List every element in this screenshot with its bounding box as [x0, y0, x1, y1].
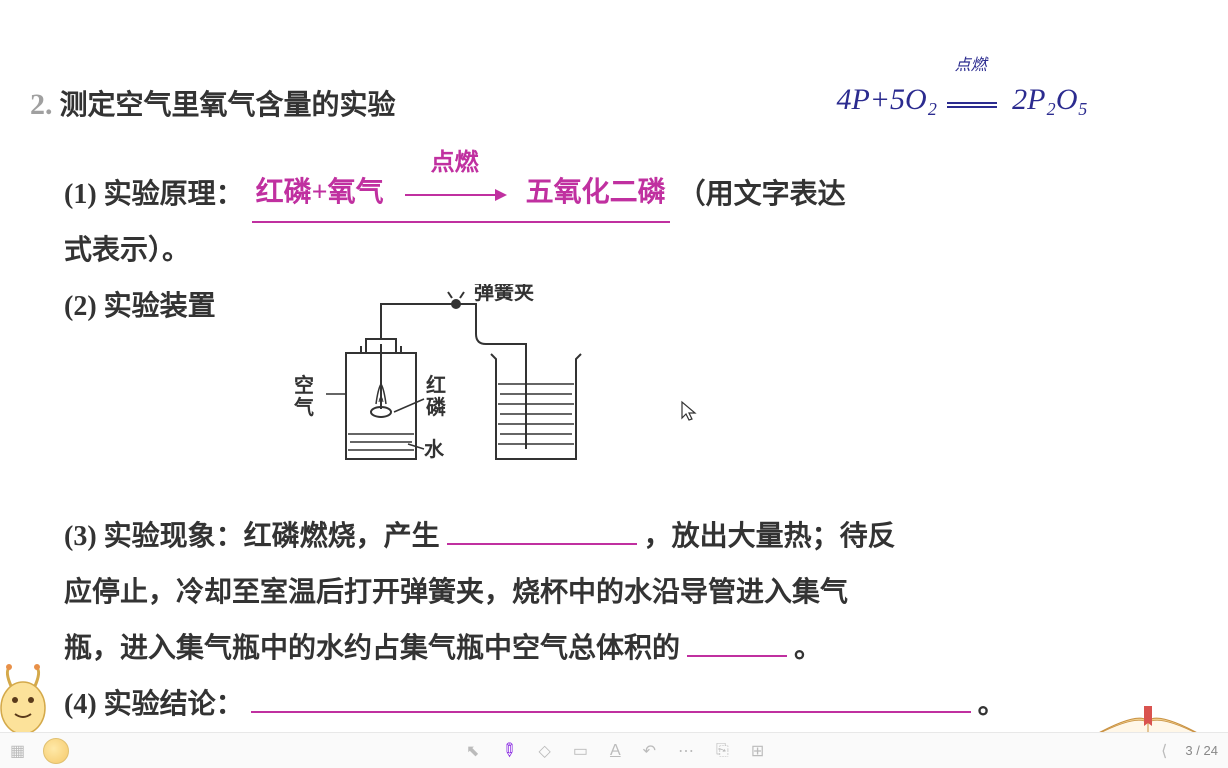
s1-product: 五氧化二磷 [522, 177, 670, 208]
section-2-label: (2) 实验装置 [64, 279, 216, 335]
more-tool[interactable]: ⋯ [678, 741, 694, 761]
hw-equals [947, 102, 997, 108]
document-content: 2. 测定空气里氧气含量的实验 4P+5O₂ 点燃 2P₂O₅ (1) 实验原理… [0, 0, 1228, 733]
label-water: 水 [424, 438, 445, 461]
thumbnail-icon[interactable]: ▦ [10, 741, 25, 761]
s4-suffix: 。 [978, 689, 1006, 720]
s1-condition: 点燃 [395, 139, 515, 187]
experiment-diagram: 弹簧夹 [276, 284, 596, 504]
avatar-icon[interactable] [43, 738, 69, 764]
s1-suffix2: 式表示）。 [64, 223, 1178, 279]
s3-blank2 [687, 655, 787, 657]
hw-condition: 点燃 [955, 50, 987, 82]
body-text: (1) 实验原理： 红磷+氧气 点燃 五氧化二磷 （用文字表达 式表示）。 (2… [64, 165, 1178, 733]
pointer-tool[interactable]: ⬉ [466, 741, 479, 761]
label-air-1: 空 [294, 373, 314, 397]
section-3: (3) 实验现象：红磷燃烧，产生 ，放出大量热；待反 [64, 509, 1178, 565]
s3-line3b: 。 [794, 633, 822, 664]
s4-blank [251, 711, 971, 713]
page-counter: 3 / 24 [1185, 743, 1218, 758]
title-text: 测定空气里氧气含量的实验 [60, 90, 396, 121]
page-total: 24 [1204, 743, 1218, 758]
s3-blank1 [447, 543, 637, 545]
attach-icon[interactable]: ⎘ [716, 742, 729, 760]
prev-page[interactable]: ⟨ [1161, 741, 1167, 761]
label-air-2: 气 [293, 395, 314, 419]
s1-label: (1) 实验原理： [64, 167, 244, 223]
text-tool[interactable]: A [610, 742, 621, 760]
mascot-character [0, 658, 55, 738]
page-sep: / [1196, 743, 1200, 758]
label-p-2: 磷 [426, 395, 446, 419]
label-clip: 弹簧夹 [474, 284, 534, 304]
label-p-1: 红 [426, 373, 446, 397]
handwritten-equation: 4P+5O₂ 点燃 2P₂O₅ [836, 70, 1088, 130]
eraser-tool[interactable]: ◇ [539, 741, 551, 761]
s3-line3a: 瓶，进入集气瓶中的水约占集气瓶中空气总体积的 [64, 633, 680, 664]
s3-prefix: (3) 实验现象：红磷燃烧，产生 [64, 521, 440, 552]
mouse-cursor [680, 400, 698, 428]
grid-icon[interactable]: ⊞ [751, 741, 764, 761]
s1-suffix1: （用文字表达 [678, 167, 846, 223]
pen-tool[interactable]: ✎ [496, 738, 522, 764]
s3-mid1: ，放出大量热；待反 [644, 521, 896, 552]
hw-lhs: 4P+5O₂ [836, 83, 937, 116]
slides-icon[interactable]: ▭ [573, 741, 588, 761]
undo-icon[interactable]: ↶ [643, 741, 656, 761]
reaction-arrow [405, 194, 505, 196]
section-1: (1) 实验原理： 红磷+氧气 点燃 五氧化二磷 （用文字表达 [64, 165, 1178, 223]
s4-label: (4) 实验结论： [64, 689, 244, 720]
s3-line3: 瓶，进入集气瓶中的水约占集气瓶中空气总体积的 。 [64, 621, 1178, 677]
s1-reactant: 红磷+氧气 [252, 177, 388, 208]
s3-line2: 应停止，冷却至室温后打开弹簧夹，烧杯中的水沿导管进入集气 [64, 565, 1178, 621]
question-number: 2. [30, 88, 53, 121]
section-4: (4) 实验结论： 。 [64, 677, 1178, 733]
page-current: 3 [1185, 743, 1192, 758]
bottom-toolbar: ▦ ⬉ ✎ ◇ ▭ A ↶ ⋯ ⎘ ⊞ ⟨ 3 / 24 [0, 732, 1228, 768]
hw-rhs: 2P₂O₅ [1012, 83, 1088, 116]
